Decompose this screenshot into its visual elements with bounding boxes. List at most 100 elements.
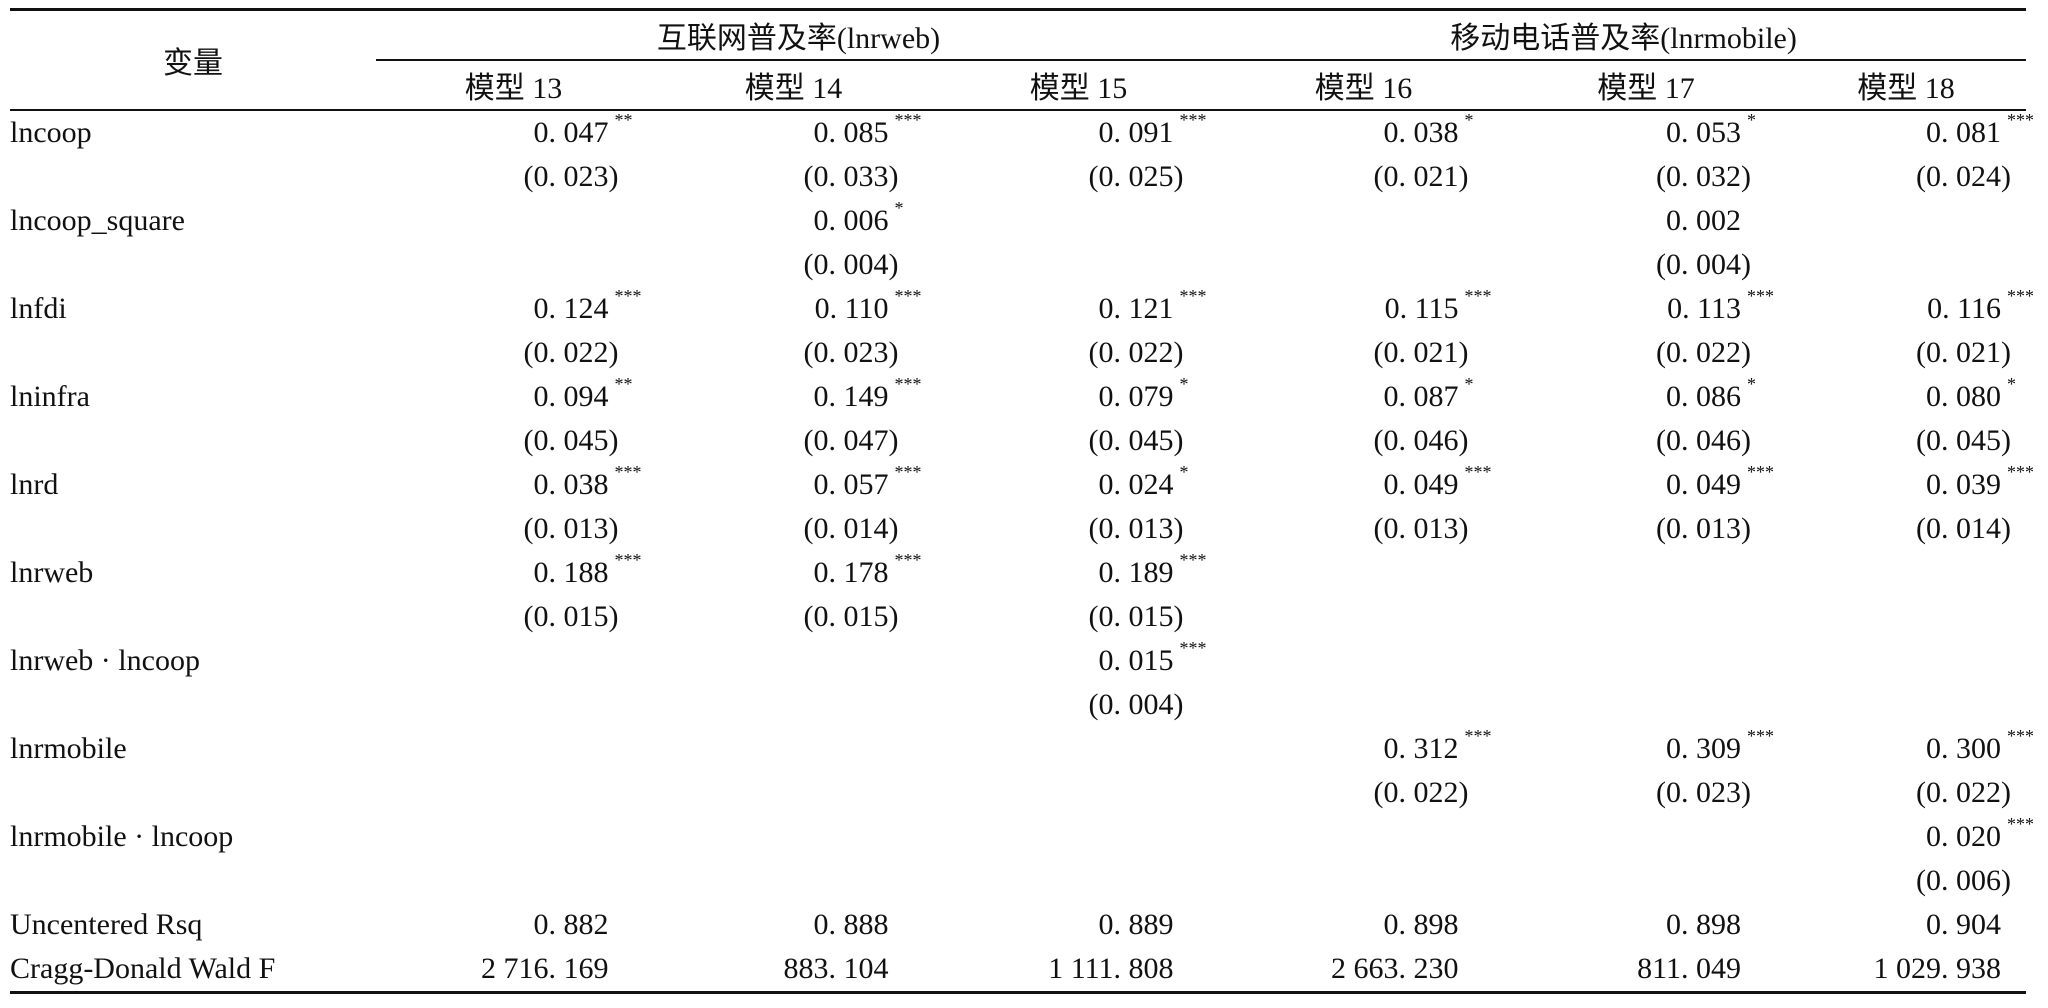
significance-stars: *** [1179, 286, 1207, 306]
coefficient-cell: 0. 312 *** [1221, 726, 1506, 771]
significance-stars: *** [2007, 726, 2035, 746]
coefficient-value: 0. 113 [1667, 292, 1742, 325]
coefficient-value: 0. 085 [813, 116, 889, 149]
standard-error-cell [376, 859, 651, 903]
significance-stars: *** [614, 462, 642, 482]
coefficient-cell [1221, 815, 1506, 859]
coefficient-cell [1506, 815, 1786, 859]
standard-error-value: (0. 022) [1088, 336, 1184, 369]
coefficient-value: 0. 188 [533, 556, 609, 589]
empty-cell [10, 507, 376, 551]
variable-header: 变量 [10, 8, 376, 111]
significance-stars: *** [1747, 726, 1775, 746]
group-header-lnrmobile: 移动电话普及率(lnrmobile) [1221, 8, 2027, 61]
group-label-lnrmobile: 移动电话普及率(lnrmobile) [1450, 22, 1797, 55]
standard-error-cell [1221, 683, 1506, 727]
standard-error-value: (0. 015) [803, 600, 899, 633]
model-13-header: 模型 13 [376, 60, 651, 111]
standard-error-cell: (0. 023) [376, 155, 651, 199]
coefficient-value: 0. 049 [1666, 468, 1742, 501]
standard-error-value: (0. 046) [1656, 424, 1752, 457]
significance-stars: *** [894, 286, 922, 306]
coefficient-value: 0. 047 [533, 116, 609, 149]
coefficient-value: 0. 300 [1926, 732, 2002, 765]
empty-cell [10, 683, 376, 727]
significance-stars: *** [1179, 638, 1207, 658]
standard-error-cell: (0. 045) [1786, 419, 2026, 463]
statistic-cell: 2 716. 169 [376, 947, 651, 994]
standard-error-cell: (0. 022) [936, 331, 1221, 375]
coefficient-cell [1221, 199, 1506, 243]
standard-error-cell: (0. 021) [1221, 155, 1506, 199]
statistic-cell: 0. 898 [1221, 903, 1506, 947]
significance-stars: *** [1747, 462, 1775, 482]
standard-error-value: (0. 022) [1373, 776, 1469, 809]
coefficient-cell: 0. 110 *** [651, 286, 936, 331]
standard-error-cell: (0. 015) [651, 595, 936, 639]
standard-error-value: (0. 006) [1916, 864, 2012, 897]
significance-stars: *** [2007, 110, 2035, 130]
significance-stars: * [1179, 374, 1189, 394]
coefficient-cell: 0. 085 *** [651, 110, 936, 155]
significance-stars: * [1179, 462, 1189, 482]
coefficient-cell [936, 727, 1221, 771]
group-header-lnrweb: 互联网普及率(lnrweb) [376, 8, 1222, 61]
standard-error-value: (0. 013) [1088, 512, 1184, 545]
coefficient-cell [1786, 551, 2026, 595]
coefficient-value: 0. 189 [1098, 556, 1174, 589]
coefficient-cell [1221, 551, 1506, 595]
significance-stars: * [2007, 374, 2017, 394]
coefficient-value: 0. 116 [1927, 292, 2002, 325]
standard-error-value: (0. 015) [523, 600, 619, 633]
coefficient-cell: 0. 086 * [1506, 374, 1786, 419]
standard-error-cell: (0. 022) [1506, 331, 1786, 375]
standard-error-cell [1506, 859, 1786, 903]
significance-stars: * [1464, 110, 1474, 130]
coefficient-cell [376, 815, 651, 859]
statistic-cell: 0. 888 [651, 903, 936, 947]
table-row-se: (0. 022) (0. 023) (0. 022) [10, 771, 2026, 815]
standard-error-cell [936, 771, 1221, 815]
model-15-header: 模型 15 [936, 60, 1222, 111]
coefficient-value: 0. 309 [1666, 732, 1742, 765]
table-body: lncoop 0. 047 ** 0. 085 *** 0. 091 *** 0. 038 * 0… [10, 110, 2034, 994]
significance-stars: *** [1464, 286, 1492, 306]
standard-error-cell [651, 859, 936, 903]
empty-cell [10, 595, 376, 639]
statistic-cell: 0. 882 [376, 903, 651, 947]
standard-error-value: (0. 013) [1656, 512, 1752, 545]
standard-error-value: (0. 021) [1916, 336, 2012, 369]
variable-name: lnrmobile · lncoop [10, 820, 234, 853]
statistic-cell: 0. 898 [1506, 903, 1786, 947]
standard-error-cell: (0. 022) [1221, 771, 1506, 815]
coefficient-cell: 0. 081 *** [1786, 110, 2034, 155]
statistic-value: 883. 104 [783, 952, 889, 985]
standard-error-value: (0. 013) [1373, 512, 1469, 545]
standard-error-value: (0. 021) [1373, 160, 1469, 193]
table-row: lnrmobile · lncoop 0. 020 *** [10, 814, 2034, 859]
coefficient-cell [936, 199, 1221, 243]
significance-stars: ** [614, 110, 633, 130]
statistic-value: 2 663. 230 [1331, 952, 1459, 985]
standard-error-cell: (0. 032) [1506, 155, 1786, 199]
standard-error-cell: (0. 004) [936, 683, 1221, 727]
coefficient-cell: 0. 079 * [936, 374, 1221, 419]
statistic-name: Cragg-Donald Wald F [10, 947, 376, 994]
coefficient-cell: 0. 049 *** [1221, 462, 1506, 507]
coefficient-cell: 0. 300 *** [1786, 726, 2034, 771]
table-row: lncoop_square 0. 006 * 0. 002 [10, 198, 2026, 243]
standard-error-value: (0. 045) [1916, 424, 2012, 457]
empty-cell [10, 771, 376, 815]
stats-row: Uncentered Rsq 0. 882 0. 888 0. 889 0. 898 0.… [10, 903, 2026, 947]
standard-error-cell: (0. 014) [651, 507, 936, 551]
table-row-se: (0. 004) [10, 683, 2026, 727]
significance-stars: * [894, 198, 904, 218]
coefficient-cell [1506, 639, 1786, 683]
coefficient-value: 0. 149 [813, 380, 889, 413]
standard-error-cell: (0. 013) [376, 507, 651, 551]
coefficient-cell: 0. 094 ** [376, 374, 651, 419]
statistic-value: 0. 882 [533, 908, 609, 941]
coefficient-cell: 0. 053 * [1506, 110, 1786, 155]
coefficient-cell: 0. 020 *** [1786, 814, 2034, 859]
coefficient-cell: 0. 015 *** [936, 638, 1221, 683]
